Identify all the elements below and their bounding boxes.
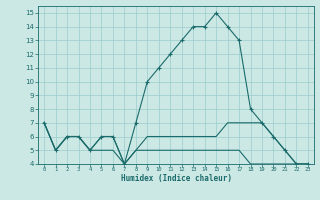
X-axis label: Humidex (Indice chaleur): Humidex (Indice chaleur)	[121, 174, 231, 183]
